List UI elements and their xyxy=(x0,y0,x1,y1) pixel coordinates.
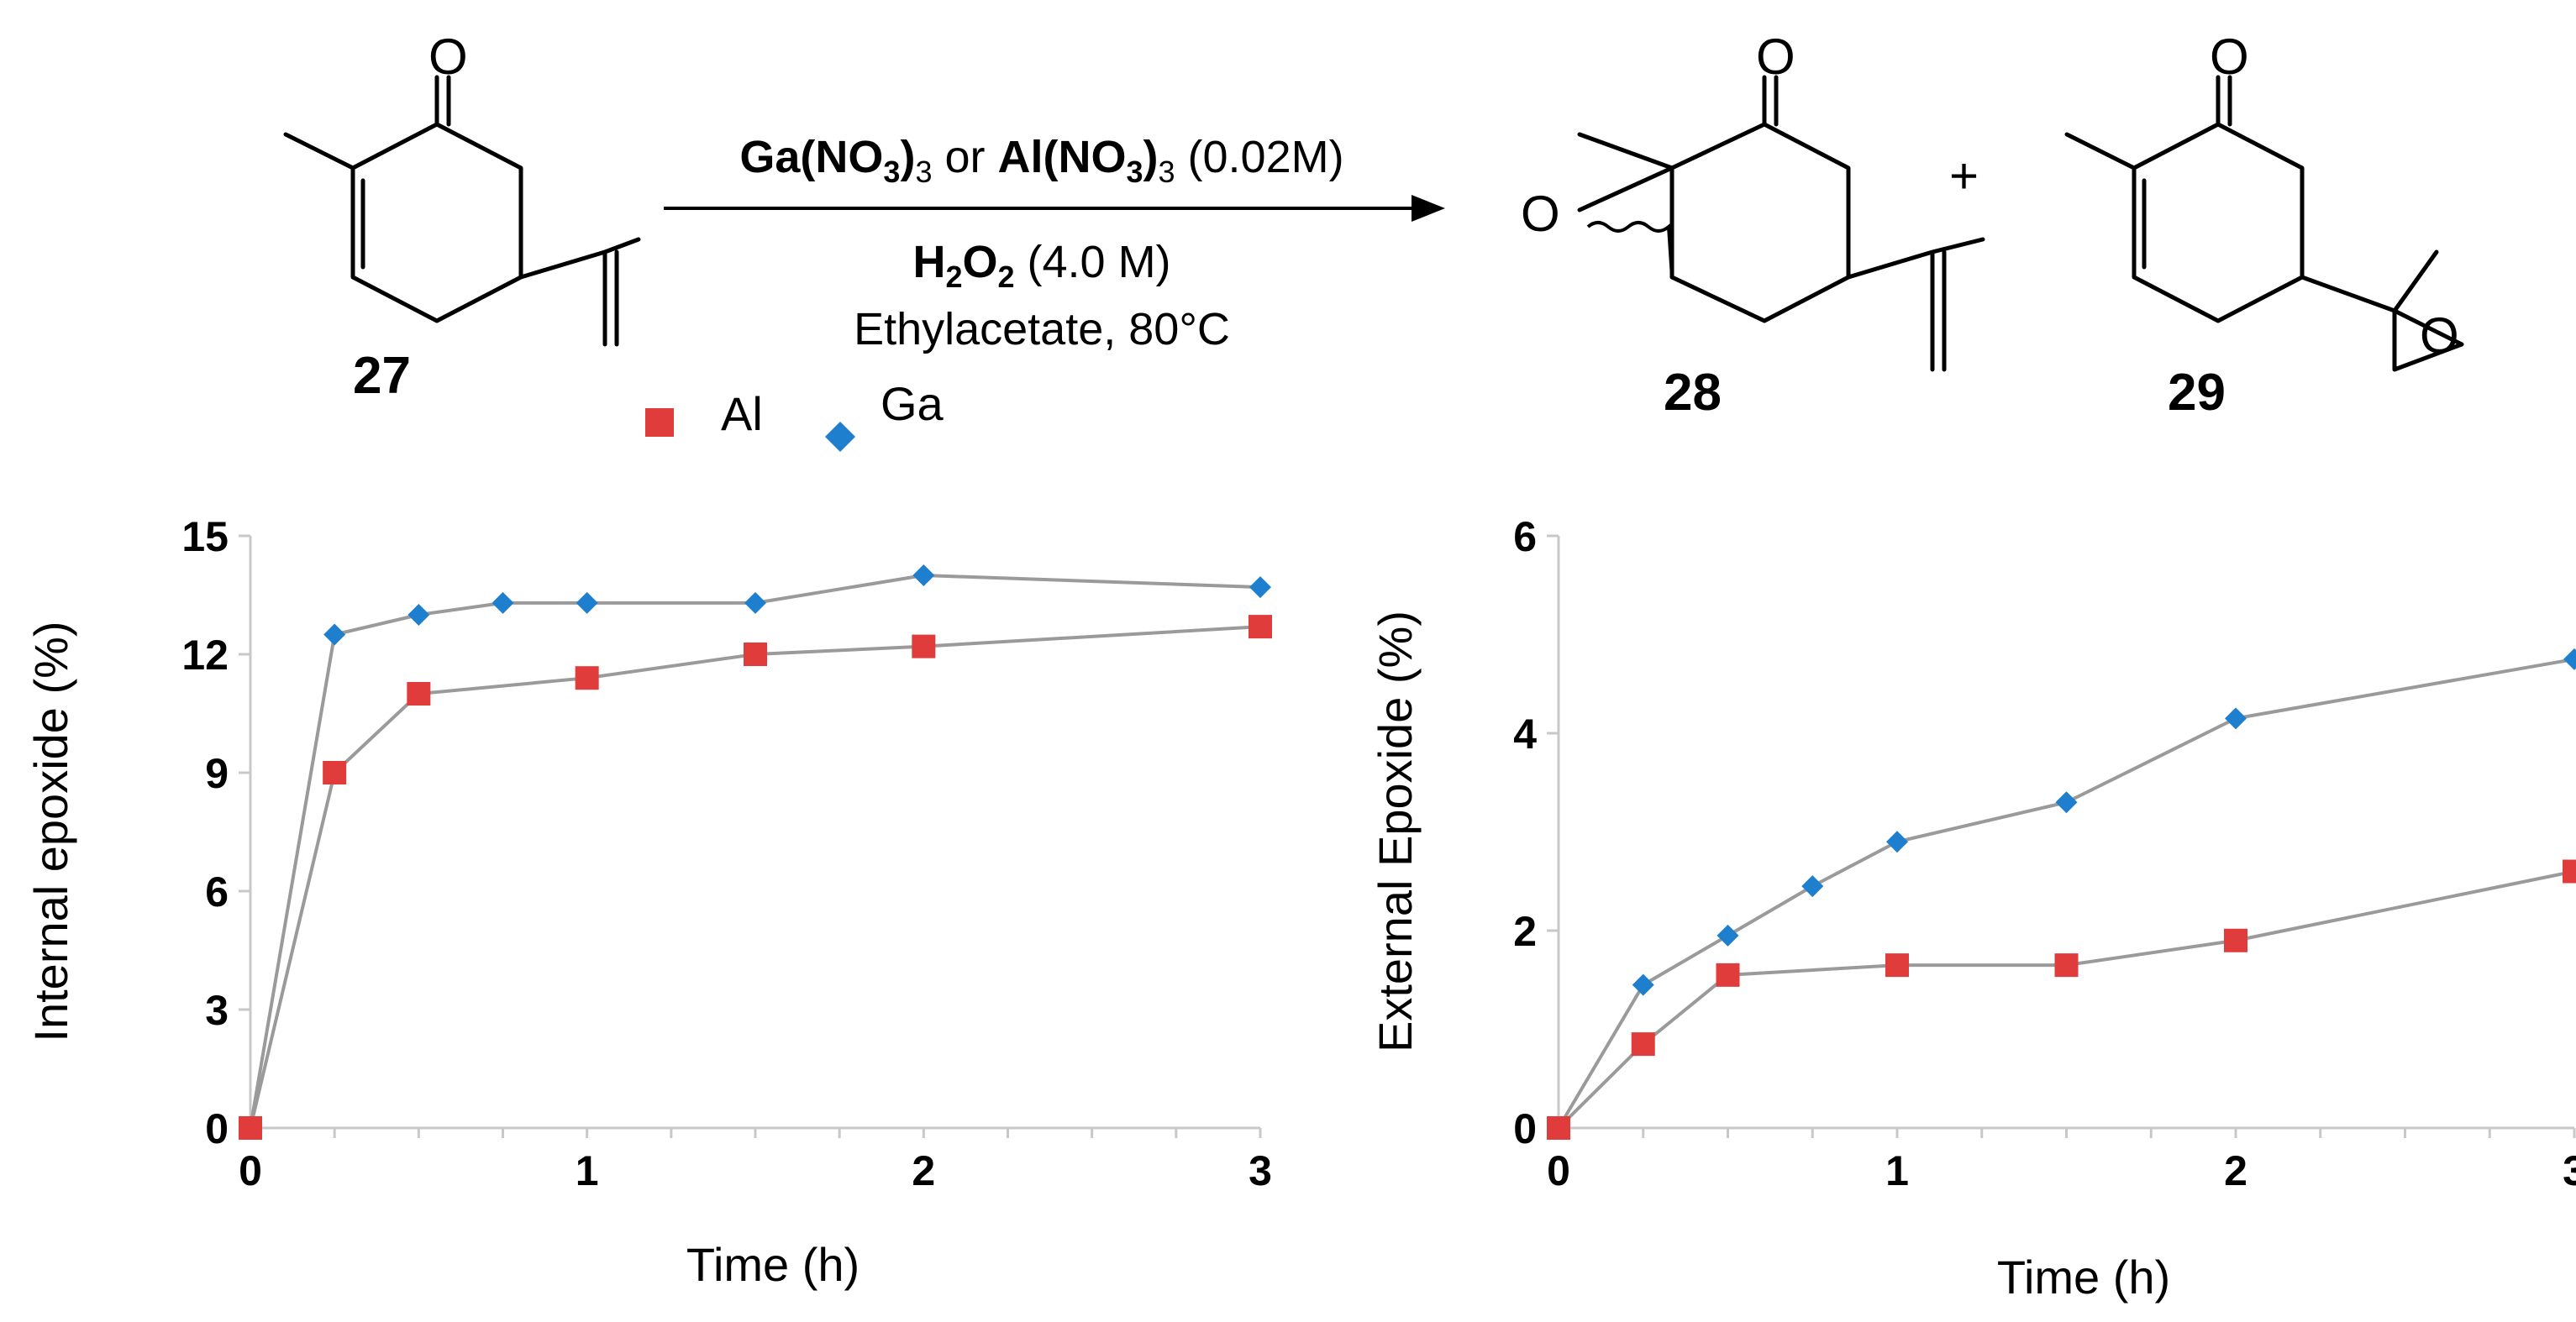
y-tick-label: 6 xyxy=(205,868,229,915)
condition-or: or xyxy=(932,132,997,182)
data-point-ga xyxy=(492,591,514,614)
compound-label-29: 29 xyxy=(2168,364,2226,422)
data-point-ga xyxy=(1249,576,1271,599)
data-point-ga xyxy=(1886,831,1908,853)
condition-conc-2: (4.0 M) xyxy=(1015,237,1171,287)
condition-al-sub: 3 xyxy=(1126,155,1143,189)
oxygen-atom: O xyxy=(428,29,468,85)
condition-ga-sub2: 3 xyxy=(915,155,932,189)
legend-label-ga: Ga xyxy=(881,377,944,430)
epoxide-oxygen-atom: O xyxy=(1521,186,1560,242)
oxygen-atom: O xyxy=(2210,29,2249,85)
data-point-ga xyxy=(912,564,935,586)
data-point-al xyxy=(744,643,767,666)
data-point-al xyxy=(239,1116,262,1140)
data-point-al xyxy=(1885,953,1909,978)
data-point-ga xyxy=(2225,707,2247,730)
molecule-27-bonds xyxy=(283,75,641,347)
molecule-28: O O 28 xyxy=(1521,29,1985,422)
y-tick-label: 9 xyxy=(205,750,229,797)
data-point-al xyxy=(407,682,431,706)
data-point-al xyxy=(2224,928,2247,952)
data-point-al xyxy=(1249,615,1272,639)
legend: Al Ga xyxy=(645,377,944,452)
condition-al-sub2: 3 xyxy=(1159,155,1175,189)
data-point-al xyxy=(1716,963,1740,987)
y-tick-label: 2 xyxy=(1513,908,1537,955)
y-tick-label: 12 xyxy=(181,632,229,679)
condition-h-sub: 2 xyxy=(945,260,962,294)
reaction-scheme: O 27 Ga(NO3)3 or Al(NO3)3 (0.02M) H2O2 (… xyxy=(283,29,2464,422)
molecule-29-bonds xyxy=(2064,75,2464,372)
plus-sign: + xyxy=(1949,148,1979,204)
x-tick-label: 1 xyxy=(1885,1147,1909,1194)
data-point-ga xyxy=(2055,791,2078,814)
x-tick-label: 2 xyxy=(2224,1147,2247,1194)
x-tick-label: 2 xyxy=(912,1147,935,1194)
y-tick-label: 0 xyxy=(1513,1105,1537,1152)
condition-line-3: Ethylacetate, 80°C xyxy=(854,304,1230,354)
x-tick-label: 3 xyxy=(2563,1147,2576,1194)
data-point-ga xyxy=(1801,875,1824,898)
condition-ga-sub: 3 xyxy=(883,155,900,189)
y-tick-label: 15 xyxy=(181,513,229,560)
data-point-al xyxy=(912,634,936,658)
series-line-al xyxy=(1557,869,2575,1130)
molecule-28-bonds xyxy=(1577,75,1985,372)
epoxide-oxygen-atom: O xyxy=(2420,307,2459,364)
data-point-al xyxy=(2054,953,2079,978)
data-point-ga xyxy=(744,591,766,614)
series-line-ga xyxy=(249,573,1261,1129)
x-tick-label: 3 xyxy=(1249,1147,1272,1194)
data-point-ga xyxy=(2563,648,2576,670)
legend-marker-al xyxy=(645,408,674,437)
data-point-al xyxy=(2563,859,2576,884)
oxygen-atom: O xyxy=(1756,29,1795,85)
series-line-ga xyxy=(1557,657,2575,1130)
compound-label-28: 28 xyxy=(1664,364,1722,422)
condition-conc-1: (0.02M) xyxy=(1175,132,1344,182)
data-point-al xyxy=(1631,1032,1655,1057)
series-line-al xyxy=(249,625,1261,1129)
reaction-arrow xyxy=(664,195,1445,222)
condition-line-1: Ga(NO3)3 or Al(NO3)3 (0.02M) xyxy=(739,132,1343,189)
x-tick-label: 0 xyxy=(1547,1147,1570,1194)
condition-o-sub: 2 xyxy=(997,260,1014,294)
x-tick-label: 1 xyxy=(576,1147,599,1194)
molecule-27: O 27 xyxy=(283,29,641,405)
condition-ga-close: ) xyxy=(900,132,915,182)
x-tick-label: 0 xyxy=(239,1147,262,1194)
chart-external-epoxide-x-axis-label: Time (h) xyxy=(1997,1251,2170,1304)
molecule-29: O O 29 xyxy=(2064,29,2464,422)
y-tick-label: 3 xyxy=(205,987,229,1034)
data-point-ga xyxy=(576,591,598,614)
y-tick-label: 6 xyxy=(1513,513,1537,560)
chart-external-epoxide-y-axis-label: External Epoxide (%) xyxy=(1369,611,1422,1052)
chart-external-epoxide: 0 2 4 6 0 1 2 3 xyxy=(1513,513,2576,1194)
condition-ga: Ga(NO xyxy=(739,132,883,182)
data-point-ga xyxy=(407,604,430,626)
condition-al: Al(NO xyxy=(998,132,1127,182)
condition-h: H xyxy=(912,237,945,287)
data-point-al xyxy=(575,666,599,690)
legend-label-al: Al xyxy=(721,387,763,440)
condition-al-close: ) xyxy=(1143,132,1159,182)
y-tick-label: 0 xyxy=(205,1105,229,1152)
data-point-al xyxy=(1547,1116,1570,1140)
chart-internal-epoxide-x-axis-label: Time (h) xyxy=(686,1238,860,1291)
data-point-al xyxy=(323,761,347,784)
epoxide-wavy-bond xyxy=(1586,221,1674,278)
legend-marker-ga xyxy=(825,422,855,452)
chart-internal-epoxide-y-axis-label: Internal epoxide (%) xyxy=(24,621,77,1041)
data-point-ga xyxy=(1632,973,1654,996)
y-tick-label: 4 xyxy=(1513,711,1537,758)
data-point-ga xyxy=(323,623,346,646)
data-point-ga xyxy=(1716,924,1739,947)
condition-o: O xyxy=(962,237,997,287)
condition-line-2: H2O2 (4.0 M) xyxy=(912,237,1170,294)
compound-label-27: 27 xyxy=(353,347,411,405)
